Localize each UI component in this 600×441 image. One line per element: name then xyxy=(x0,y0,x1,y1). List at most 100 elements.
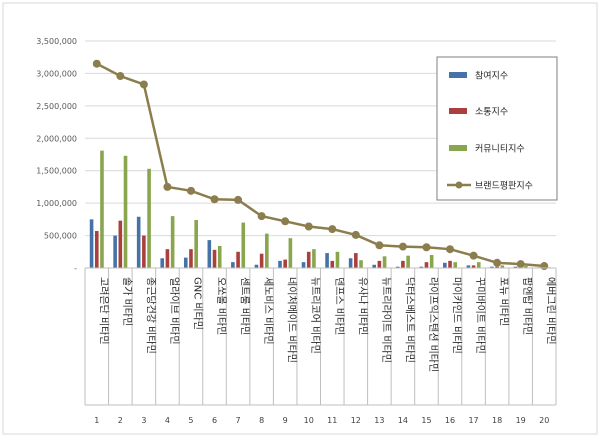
category-label: 얼라이브 비타민 xyxy=(168,277,180,345)
bar-community xyxy=(312,249,316,268)
legend-label: 브랜드평판지수 xyxy=(475,181,533,192)
category-label: 솔가 비타민 xyxy=(121,277,133,326)
bar-participation xyxy=(419,266,424,268)
bar-participation xyxy=(278,260,282,268)
bar-communication xyxy=(94,231,99,268)
category-label: 라이프익스텐션 비타민 xyxy=(427,277,439,372)
bar-communication xyxy=(142,235,146,268)
bar-participation xyxy=(136,216,141,268)
rank-label: 7 xyxy=(236,416,241,425)
reputation-point xyxy=(540,262,549,271)
bar-participation xyxy=(395,266,400,268)
bar-communication xyxy=(377,260,382,268)
rank-label: 13 xyxy=(374,416,384,425)
reputation-point xyxy=(446,245,455,254)
category-label: 종근당건강 비타민 xyxy=(144,277,156,354)
bar-communication xyxy=(330,260,335,268)
bar-participation xyxy=(443,262,447,268)
bar-participation xyxy=(231,262,235,268)
bar-communication xyxy=(354,253,358,268)
reputation-point xyxy=(163,182,172,191)
bar-community xyxy=(170,216,175,268)
rank-label: 4 xyxy=(165,416,170,425)
rank-label: 16 xyxy=(445,416,455,425)
bar-participation xyxy=(372,264,376,268)
rank-label: 11 xyxy=(327,416,337,425)
bar-participation xyxy=(89,219,94,268)
reputation-point xyxy=(116,72,125,81)
bar-participation xyxy=(207,240,212,268)
bar-community xyxy=(429,255,434,268)
reputation-point xyxy=(92,59,101,68)
category-label: 에버그린 비타민 xyxy=(545,277,557,345)
bar-communication xyxy=(448,260,452,268)
rank-label: 8 xyxy=(259,416,264,425)
bar-participation xyxy=(466,265,471,268)
bar-communication xyxy=(424,262,429,268)
reputation-point xyxy=(516,260,525,269)
category-label: 덴프스 비타민 xyxy=(333,277,345,335)
rank-label: 6 xyxy=(212,416,217,425)
bar-community xyxy=(453,262,458,268)
reputation-point xyxy=(398,242,407,251)
bar-communication xyxy=(306,251,311,268)
category-label: 네이처메이드 비타민 xyxy=(286,277,298,363)
reputation-point xyxy=(186,186,195,195)
bar-communication xyxy=(189,249,193,268)
x-axis: 고려은단 비타민 1 솔가 비타민 2 종근당건강 비타민 3 얼라이브 비타민 4 GNC 비… xyxy=(84,267,557,425)
bar-community xyxy=(335,251,340,268)
y-tick-label: - xyxy=(74,264,77,273)
legend-label: 커뮤니티지수 xyxy=(475,144,525,155)
rank-label: 9 xyxy=(283,416,288,425)
category-label: 꾸미바이트 비타민 xyxy=(474,277,486,354)
category-label: GNC 비타민 xyxy=(191,277,203,330)
bar-community xyxy=(500,265,505,268)
rank-label: 19 xyxy=(516,416,526,425)
reputation-point xyxy=(139,80,148,89)
y-tick-label: 3,000,000 xyxy=(36,69,77,78)
bar-participation xyxy=(301,262,306,268)
bar-community xyxy=(406,255,410,268)
rank-label: 20 xyxy=(539,416,549,425)
bar-community xyxy=(241,222,246,268)
bar-participation xyxy=(254,264,259,268)
rank-label: 15 xyxy=(421,416,431,425)
rank-label: 17 xyxy=(468,416,478,425)
reputation-point xyxy=(257,212,266,221)
legend-label: 소통지수 xyxy=(475,107,508,118)
category-label: 뉴트리라이트 비타민 xyxy=(380,277,392,363)
category-label: 포뉴 비타민 xyxy=(498,277,510,326)
reputation-point xyxy=(281,217,290,226)
bar-community xyxy=(123,155,128,268)
bar-participation xyxy=(325,253,329,268)
bar-participation xyxy=(113,235,117,268)
reputation-point xyxy=(375,241,384,250)
rank-label: 10 xyxy=(304,416,314,425)
bar-communication xyxy=(212,249,217,268)
bar-community xyxy=(359,260,363,268)
bar-community xyxy=(217,245,222,268)
bar-participation xyxy=(490,266,494,268)
legend-label: 참여지수 xyxy=(475,70,508,82)
reputation-point xyxy=(210,195,219,204)
category-label: 센트룸 비타민 xyxy=(239,277,251,335)
bar-communication xyxy=(236,251,240,268)
legend-marker xyxy=(455,181,463,189)
bar-communication xyxy=(401,260,405,268)
reputation-point xyxy=(422,243,431,252)
bar-participation xyxy=(160,258,165,268)
reputation-point xyxy=(493,258,502,267)
bar-communication xyxy=(165,249,170,268)
category-label: 팝엔탑 비타민 xyxy=(521,277,533,335)
legend-box xyxy=(436,56,558,201)
reputation-point xyxy=(351,230,360,239)
reputation-point xyxy=(304,222,313,231)
y-tick-label: 1,000,000 xyxy=(36,199,77,208)
bar-participation xyxy=(348,258,353,268)
bar-series xyxy=(89,150,552,268)
category-label: 유사나 비타민 xyxy=(356,277,368,335)
rank-label: 18 xyxy=(492,416,502,425)
rank-label: 3 xyxy=(141,416,146,425)
